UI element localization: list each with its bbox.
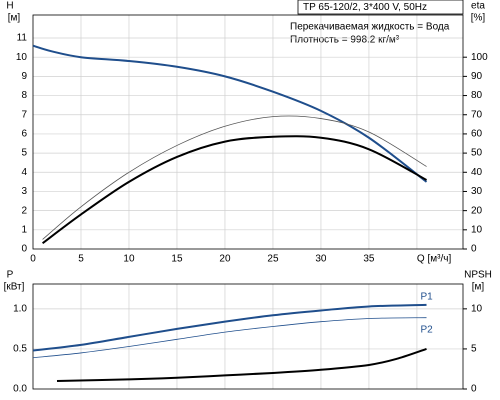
y-tick-label: 0.0 (13, 384, 27, 395)
y-tick-label: 6 (21, 129, 27, 140)
y-axis-label: P (7, 270, 14, 281)
y-tick-label: 11 (17, 33, 28, 44)
y-tick-label: 0 (21, 244, 27, 255)
y-tick-label: 2 (21, 205, 27, 216)
y-tick-label: 3 (21, 186, 27, 197)
x-tick-label: 35 (363, 254, 375, 265)
y-tick-label: 9 (21, 71, 27, 82)
curve (32, 44, 428, 183)
y2-tick-label: 0 (471, 384, 477, 395)
y-tick-label: 5 (21, 148, 27, 159)
series-label: P1 (421, 291, 434, 302)
y2-tick-label: 80 (471, 90, 483, 101)
y-tick-label: 4 (21, 167, 27, 178)
x-tick-label: 0 (30, 254, 36, 265)
y2-tick-label: 40 (471, 167, 483, 178)
y2-tick-label: 70 (471, 109, 483, 120)
y-tick-label: 1.0 (13, 303, 27, 314)
curve (56, 347, 427, 382)
y2-tick-label: 0 (471, 244, 477, 255)
y2-tick-label: 30 (471, 186, 483, 197)
y-axis-label: [кВт] (4, 282, 25, 293)
y2-tick-label: 60 (471, 129, 483, 140)
x-tick-label: 25 (267, 254, 279, 265)
y2-axis-label: eta (471, 1, 485, 12)
y-tick-label: 0.5 (13, 344, 27, 355)
annotation: Перекачиваемая жидкость = Вода (290, 22, 450, 33)
series-label: P2 (421, 324, 434, 335)
y2-tick-label: 10 (471, 303, 483, 314)
y2-tick-label: 50 (471, 148, 483, 159)
plot-frame (32, 283, 464, 390)
x-tick-label: 10 (123, 254, 135, 265)
annotation: Плотность = 998.2 кг/м³ (290, 35, 400, 46)
y2-axis-label: NPSH (464, 270, 492, 281)
title-box (297, 0, 464, 15)
y-tick-label: 1 (21, 224, 27, 235)
y2-tick-label: 90 (471, 71, 483, 82)
plot-frame (32, 14, 464, 250)
chart-title: TP 65-120/2, 3*400 V, 50Hz (303, 2, 427, 13)
y-axis-label: [м] (8, 13, 21, 24)
curve (32, 317, 427, 359)
x-tick-label: 20 (219, 254, 231, 265)
x-tick-label: 5 (78, 254, 84, 265)
curve (41, 135, 427, 245)
x-tick-label: Q [м³/ч] (417, 254, 452, 265)
x-tick-label: 15 (171, 254, 183, 265)
y-tick-label: 10 (16, 52, 28, 63)
curve (32, 303, 427, 352)
y2-tick-label: 20 (471, 205, 483, 216)
y-tick-label: 7 (21, 109, 27, 120)
y2-tick-label: 10 (471, 224, 483, 235)
y-axis-label: H (6, 1, 13, 12)
y2-tick-label: 5 (471, 344, 477, 355)
y-tick-label: 8 (21, 90, 27, 101)
curve (42, 115, 427, 240)
y2-tick-label: 100 (471, 52, 488, 63)
y2-axis-label: [м] (472, 282, 485, 293)
y2-axis-label: [%] (471, 13, 486, 24)
x-tick-label: 30 (315, 254, 327, 265)
